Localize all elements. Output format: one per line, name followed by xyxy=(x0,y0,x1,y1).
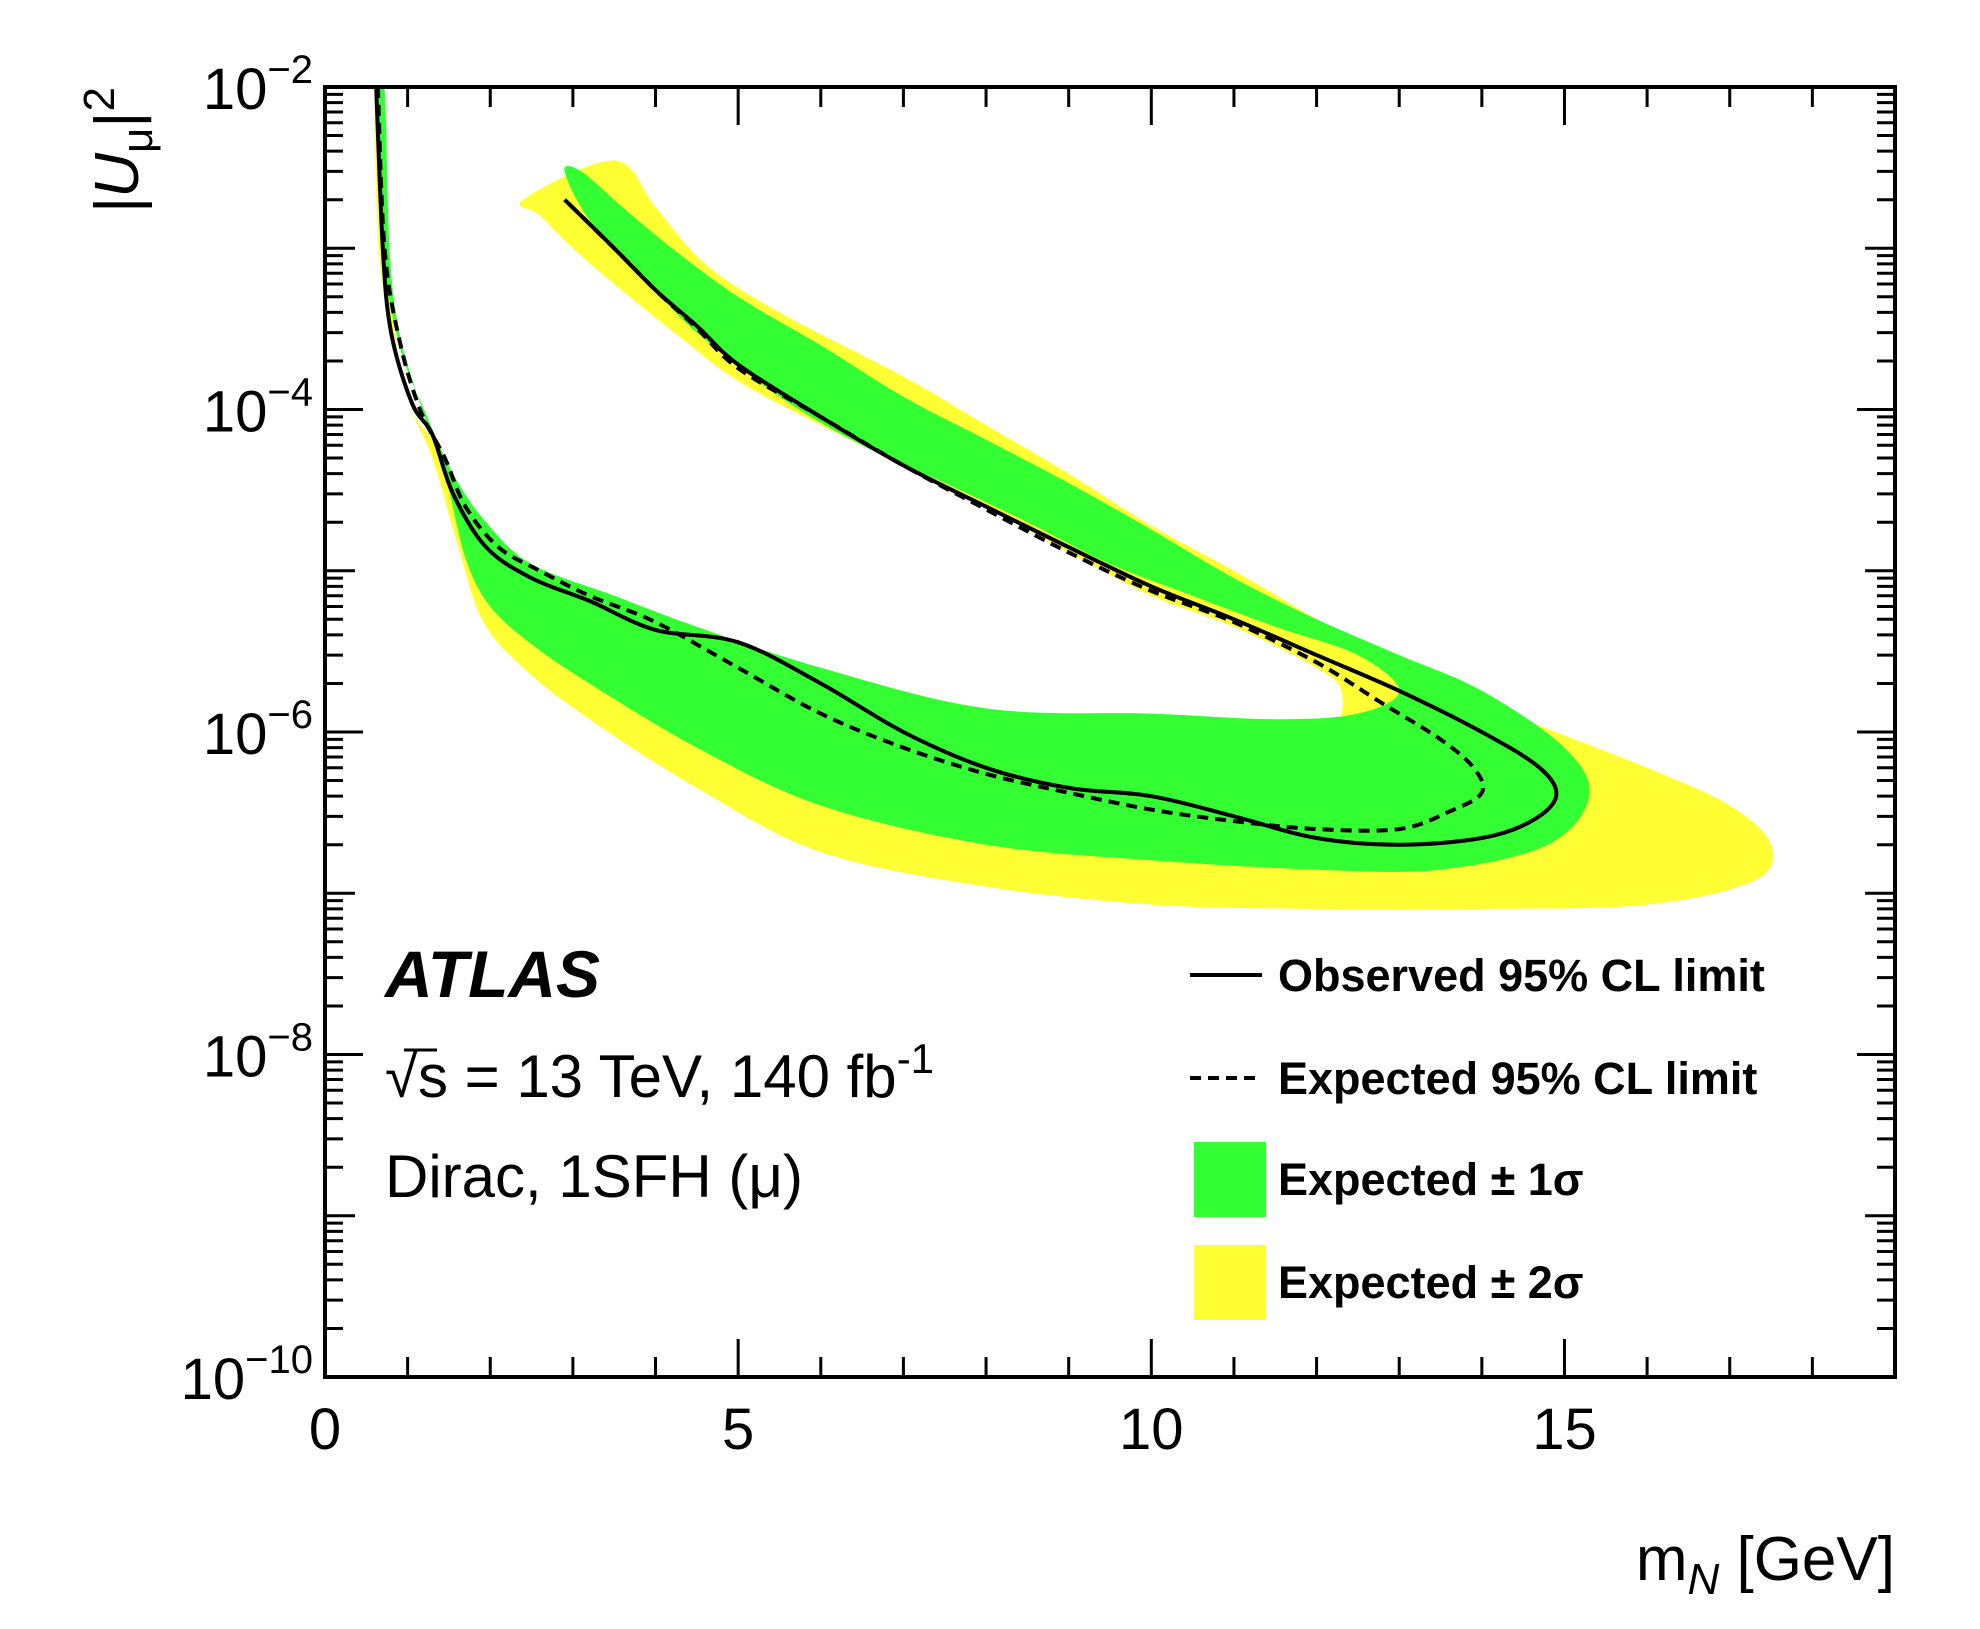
y-axis-title-open: |U xyxy=(83,152,152,214)
y-tick-exponent: −6 xyxy=(267,693,313,737)
y-tick-label: 10−8 xyxy=(203,1016,313,1090)
x-axis-title-unit: [GeV] xyxy=(1719,1525,1895,1594)
x-tick-label: 15 xyxy=(1532,1397,1597,1462)
y-axis-title: |Uμ|2 xyxy=(75,87,162,214)
legend-1sigma-swatch xyxy=(1194,1142,1266,1217)
y-tick-base: 10 xyxy=(203,380,268,445)
y-tick-label: 10−6 xyxy=(203,693,313,767)
y-tick-exponent: −4 xyxy=(267,371,313,415)
y-tick-label: 10−10 xyxy=(181,1338,313,1412)
expected-limit-line xyxy=(375,87,1486,833)
y-axis-title-sup: 2 xyxy=(75,87,124,111)
energy-label: √s = 13 TeV, 140 fb-1 xyxy=(385,1035,934,1110)
y-tick-base: 10 xyxy=(203,702,268,767)
legend-2sigma-label: Expected ± 2σ xyxy=(1278,1257,1584,1308)
x-axis-title: mN [GeV] xyxy=(1636,1525,1895,1604)
y-tick-exponent: −10 xyxy=(245,1338,313,1382)
x-tick-label: 0 xyxy=(309,1397,341,1462)
legend-2sigma-swatch xyxy=(1194,1245,1266,1320)
atlas-label: ATLAS xyxy=(383,937,600,1011)
y-tick-label: 10−4 xyxy=(203,371,313,445)
limit-curves xyxy=(374,87,1559,847)
y-tick-base: 10 xyxy=(203,1025,268,1090)
y-tick-base: 10 xyxy=(203,57,268,122)
legend-observed-label: Observed 95% CL limit xyxy=(1278,950,1765,1001)
legend-expected-label: Expected 95% CL limit xyxy=(1278,1053,1757,1104)
axis-ticks xyxy=(323,85,1897,1379)
y-tick-exponent: −2 xyxy=(267,48,313,92)
uncertainty-bands xyxy=(374,87,1774,910)
legend-1sigma-label: Expected ± 1σ xyxy=(1278,1154,1584,1205)
x-axis-title-main: m xyxy=(1636,1525,1688,1594)
y-axis-title-close: | xyxy=(83,111,152,127)
x-axis-title-sub: N xyxy=(1687,1555,1719,1604)
band-1sigma xyxy=(376,87,1590,872)
y-tick-exponent: −8 xyxy=(267,1016,313,1060)
x-tick-label: 5 xyxy=(722,1397,754,1462)
sqrt-s: s xyxy=(418,1043,448,1110)
lumi-exponent: -1 xyxy=(897,1035,934,1082)
x-tick-label: 10 xyxy=(1119,1397,1184,1462)
observed-limit-line xyxy=(374,87,1559,847)
legend: Observed 95% CL limit Expected 95% CL li… xyxy=(1190,950,1765,1320)
energy-lumi: = 13 TeV, 140 fb xyxy=(448,1043,897,1110)
model-label: Dirac, 1SFH (μ) xyxy=(385,1143,803,1210)
y-tick-label: 10−2 xyxy=(203,48,313,122)
sqrt-sign: √ xyxy=(385,1043,418,1110)
y-tick-base: 10 xyxy=(181,1347,246,1412)
y-axis-title-sub: μ xyxy=(113,128,162,153)
